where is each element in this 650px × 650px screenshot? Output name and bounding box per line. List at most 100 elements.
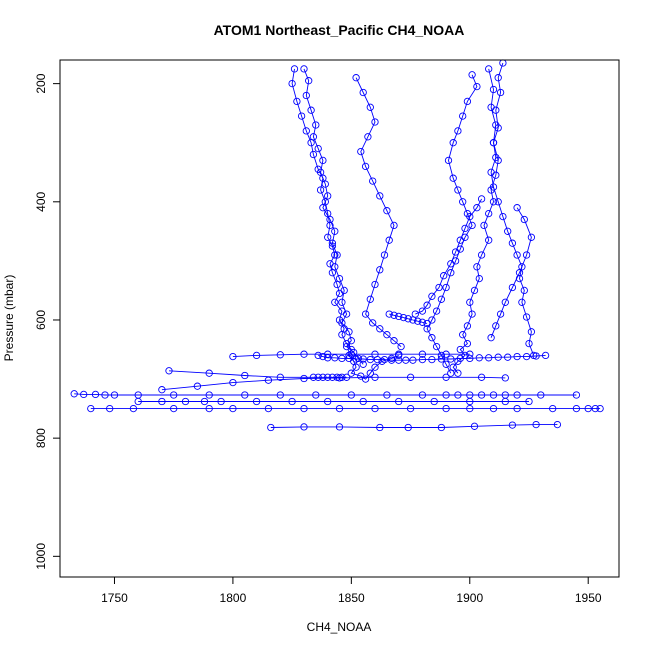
data-point	[321, 180, 329, 188]
data-point	[371, 363, 379, 371]
series-line-5	[426, 74, 478, 374]
data-point	[527, 233, 536, 241]
data-point	[366, 369, 374, 377]
data-point	[359, 360, 367, 368]
data-point	[515, 269, 524, 277]
data-point	[451, 248, 460, 256]
data-point	[437, 355, 446, 363]
data-point	[504, 353, 512, 361]
data-point	[485, 209, 493, 218]
data-point	[444, 156, 453, 165]
data-point	[513, 352, 521, 361]
data-point	[418, 307, 427, 315]
data-point	[361, 310, 370, 318]
y-tick-label: 600	[34, 310, 48, 330]
data-point	[371, 118, 379, 126]
data-point	[459, 112, 467, 120]
data-point	[91, 390, 100, 399]
data-point	[200, 397, 209, 406]
data-point	[468, 310, 476, 318]
data-point	[302, 91, 310, 100]
data-point	[80, 390, 88, 399]
data-point	[369, 177, 377, 185]
data-point	[328, 373, 337, 381]
chart-title: ATOM1 Northeast_Pacific CH4_NOAA	[214, 22, 465, 38]
data-point	[442, 350, 450, 358]
data-point	[513, 391, 521, 399]
data-point	[309, 373, 318, 381]
data-point	[404, 315, 412, 323]
data-point	[432, 307, 441, 315]
data-point	[371, 350, 379, 358]
data-point	[513, 204, 521, 212]
data-point	[110, 391, 119, 399]
data-point	[342, 373, 351, 381]
x-tick-label: 1800	[220, 591, 247, 605]
data-point	[376, 423, 384, 432]
series-line-17	[490, 207, 532, 338]
data-point	[193, 382, 202, 390]
data-point	[572, 391, 581, 399]
data-point	[300, 423, 308, 431]
data-point	[428, 292, 436, 300]
data-point	[449, 139, 457, 147]
data-point	[319, 204, 327, 212]
data-point	[314, 144, 322, 153]
data-point	[508, 421, 517, 429]
data-point	[347, 337, 355, 345]
data-point	[328, 239, 337, 247]
data-point	[312, 391, 320, 399]
data-point	[129, 404, 138, 413]
data-point	[205, 369, 213, 377]
data-point	[423, 319, 431, 328]
data-point	[378, 357, 386, 365]
data-point	[477, 251, 486, 259]
data-point	[316, 168, 325, 176]
data-point	[369, 319, 377, 327]
data-point	[518, 298, 526, 306]
x-tick-label: 1950	[575, 591, 602, 605]
data-point	[252, 351, 261, 360]
data-point	[338, 298, 346, 306]
data-point	[326, 215, 334, 224]
data-point	[170, 391, 178, 399]
data-point	[461, 224, 469, 233]
data-point	[466, 212, 474, 221]
data-point	[513, 251, 521, 259]
data-point	[324, 192, 332, 200]
data-point	[312, 121, 320, 129]
data-point	[352, 74, 360, 82]
data-point	[293, 97, 301, 106]
data-point	[508, 239, 517, 247]
data-point	[101, 391, 109, 399]
data-point	[397, 342, 405, 351]
data-point	[371, 373, 379, 381]
data-point	[350, 348, 358, 357]
data-point	[508, 283, 517, 292]
data-point	[326, 221, 334, 230]
data-point	[342, 310, 351, 318]
data-point	[477, 195, 486, 203]
data-point	[364, 133, 372, 141]
data-point	[276, 373, 284, 381]
data-point	[494, 124, 502, 132]
data-point	[447, 355, 455, 363]
x-tick-label: 1900	[456, 591, 483, 605]
data-point	[205, 404, 213, 413]
data-point	[347, 369, 355, 377]
data-point	[390, 221, 398, 230]
data-point	[520, 215, 528, 224]
data-point	[383, 391, 391, 399]
data-point	[409, 316, 417, 324]
data-point	[553, 420, 562, 429]
data-point	[338, 373, 346, 381]
data-point	[468, 221, 476, 230]
data-point	[418, 350, 427, 358]
y-tick-label: 800	[34, 428, 48, 448]
data-point	[496, 88, 505, 97]
series-line-4	[490, 62, 535, 356]
data-point	[345, 354, 353, 363]
y-tick-label: 1000	[34, 543, 48, 570]
data-point	[297, 112, 306, 120]
data-point	[447, 369, 455, 377]
